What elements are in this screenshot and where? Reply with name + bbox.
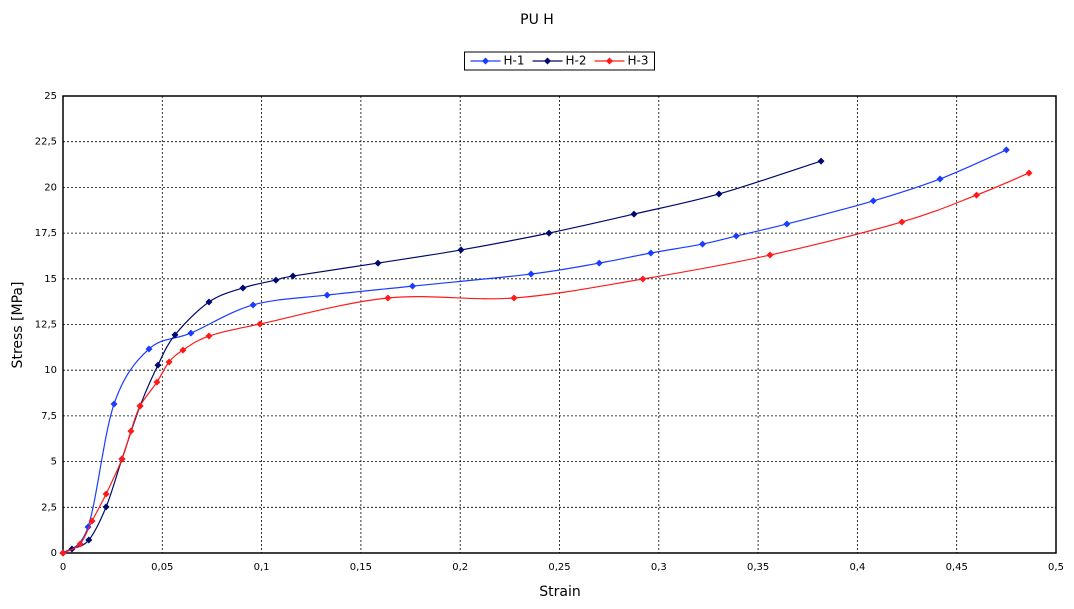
data-point <box>256 320 264 328</box>
x-tick-label: 0,2 <box>452 562 468 573</box>
data-point <box>171 331 179 339</box>
data-point <box>409 282 417 290</box>
x-tick-label: 0,1 <box>254 562 270 573</box>
data-point <box>817 157 825 165</box>
y-axis-label: Stress [MPa] <box>10 282 26 369</box>
data-point <box>783 220 791 228</box>
data-point <box>973 191 981 199</box>
data-point <box>323 291 331 299</box>
data-point <box>110 400 118 408</box>
data-point <box>289 272 297 280</box>
x-tick-label: 0,15 <box>350 562 372 573</box>
data-point <box>145 345 153 353</box>
data-point <box>102 490 110 498</box>
data-point <box>205 332 213 340</box>
legend-label: H-1 <box>504 54 525 68</box>
legend-marker <box>544 57 551 65</box>
data-point <box>1002 146 1010 154</box>
data-point <box>127 427 135 435</box>
y-tick-label: 10 <box>44 365 57 376</box>
x-tick-label: 0,4 <box>849 562 865 573</box>
legend-label: H-3 <box>628 54 649 68</box>
data-point <box>715 190 723 198</box>
data-point <box>239 284 247 292</box>
x-tick-label: 0,25 <box>548 562 570 573</box>
legend-marker <box>606 57 613 65</box>
data-point <box>249 301 257 309</box>
x-tick-label: 0,05 <box>151 562 173 573</box>
y-tick-label: 7,5 <box>41 411 57 422</box>
data-point <box>457 246 465 254</box>
data-point <box>165 358 173 366</box>
data-point <box>88 517 96 525</box>
data-point <box>766 251 774 259</box>
x-tick-label: 0,45 <box>946 562 968 573</box>
data-point <box>85 536 93 544</box>
data-point <box>936 175 944 183</box>
x-tick-label: 0,3 <box>651 562 667 573</box>
data-point <box>118 455 126 463</box>
data-point <box>136 402 144 410</box>
y-tick-label: 0 <box>51 548 57 559</box>
x-tick-label: 0 <box>60 562 66 573</box>
data-point <box>898 218 906 226</box>
data-point <box>510 294 518 302</box>
y-tick-label: 20 <box>44 182 57 193</box>
data-point <box>527 270 535 278</box>
data-point <box>76 540 84 548</box>
plot-frame <box>62 95 1057 554</box>
data-point <box>59 549 67 557</box>
data-point <box>1025 169 1033 177</box>
y-tick-label: 25 <box>44 91 57 102</box>
series-line <box>62 149 1007 554</box>
x-axis-label: Strain <box>539 584 580 600</box>
data-point <box>647 249 655 257</box>
data-point <box>630 210 638 218</box>
x-tick-label: 0,35 <box>747 562 769 573</box>
data-point <box>154 361 162 369</box>
x-tick-label: 0,5 <box>1048 562 1064 573</box>
data-point <box>179 346 187 354</box>
y-tick-label: 17,5 <box>35 228 57 239</box>
series-line <box>62 160 822 554</box>
chart-title: PU H <box>520 12 554 28</box>
data-point <box>187 329 195 337</box>
y-tick-label: 2,5 <box>41 502 57 513</box>
data-point <box>205 298 213 306</box>
y-tick-label: 12,5 <box>35 320 57 331</box>
data-point <box>732 232 740 240</box>
data-point <box>595 259 603 267</box>
data-point <box>384 294 392 302</box>
data-point <box>698 240 706 248</box>
data-point <box>272 276 280 284</box>
y-tick-label: 22,5 <box>35 137 57 148</box>
data-point <box>639 275 647 283</box>
legend: H-1 H-2 H-3 <box>464 51 655 71</box>
y-tick-label: 5 <box>51 457 57 468</box>
data-point <box>545 229 553 237</box>
data-point <box>102 503 110 511</box>
data-point <box>374 259 382 267</box>
data-point <box>869 197 877 205</box>
data-point <box>153 378 161 386</box>
y-tick-label: 15 <box>44 274 57 285</box>
series-line <box>62 172 1030 554</box>
legend-label: H-2 <box>566 54 587 68</box>
legend-marker <box>482 57 489 65</box>
